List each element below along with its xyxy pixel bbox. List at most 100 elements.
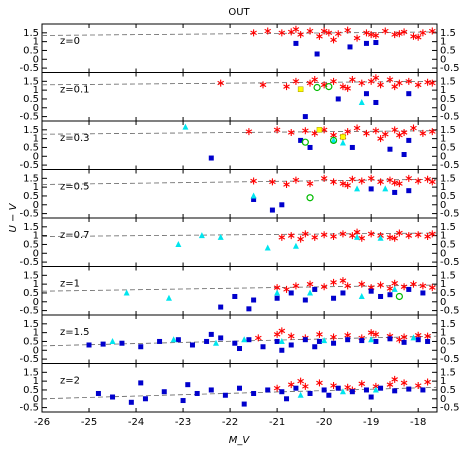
star-point <box>414 33 422 41</box>
star-point <box>283 285 290 293</box>
square-point <box>279 347 285 353</box>
square-point <box>208 387 214 393</box>
star-point <box>278 29 286 37</box>
triangle-point <box>358 292 365 299</box>
y-tick-label: -0.5 <box>19 160 39 171</box>
triangle-point <box>297 391 304 398</box>
star-point <box>273 384 281 392</box>
star-point <box>269 178 276 186</box>
star-point <box>428 79 436 87</box>
circle-point <box>395 292 403 301</box>
star-point <box>428 230 436 238</box>
square-point <box>387 336 393 342</box>
square-point <box>326 392 332 398</box>
square-point <box>316 127 323 133</box>
star-point <box>349 175 356 183</box>
star-point <box>377 81 384 89</box>
square-point <box>392 388 398 394</box>
y-tick-label: 1.5 <box>440 319 456 330</box>
square-point <box>363 40 369 46</box>
square-point <box>288 342 294 348</box>
star-point <box>344 282 351 290</box>
y-tick-label: 0.5 <box>440 336 456 347</box>
star-point <box>367 174 375 182</box>
square-point <box>194 390 200 396</box>
square-point <box>86 342 92 348</box>
square-point <box>95 390 101 396</box>
y-tick-label: 0 <box>440 200 446 211</box>
star-point <box>264 27 272 35</box>
fit-line <box>41 232 438 237</box>
star-point <box>400 128 408 136</box>
star-point <box>396 30 403 38</box>
y-tick-label: 1.5 <box>23 28 39 39</box>
star-point <box>419 29 427 37</box>
square-point <box>237 385 242 391</box>
star-point <box>320 231 328 239</box>
star-point <box>358 177 366 185</box>
square-point <box>406 386 412 392</box>
triangle-point <box>264 244 271 251</box>
y-tick-label: 1.5 <box>23 319 39 330</box>
y-tick-label: 0.5 <box>23 385 39 396</box>
square-point <box>331 295 337 301</box>
square-point <box>307 144 313 150</box>
triangle-point <box>382 185 389 192</box>
y-tick-label: 1.5 <box>440 270 456 281</box>
y-tick-label: 0 <box>440 54 446 65</box>
square-point <box>100 341 106 347</box>
square-point <box>349 144 355 150</box>
star-point <box>316 379 323 387</box>
square-point <box>314 51 320 57</box>
star-point <box>396 79 403 87</box>
star-point <box>377 281 384 289</box>
panel-label: z=1 <box>60 279 80 290</box>
y-tick-label: 0.5 <box>23 142 39 153</box>
star-point <box>414 177 422 185</box>
square-point <box>392 189 398 195</box>
square-point <box>368 288 374 294</box>
y-tick-label: -0.5 <box>440 403 460 414</box>
square-point <box>363 91 369 97</box>
square-point <box>297 86 304 93</box>
star-point <box>367 230 375 238</box>
y-tick-label: 0 <box>33 151 39 162</box>
star-point <box>292 176 300 184</box>
square-point <box>387 146 393 152</box>
triangle-point <box>292 242 299 249</box>
star-point <box>391 83 398 91</box>
square-point <box>232 293 238 299</box>
y-tick-label: -0.5 <box>440 112 460 123</box>
triangle-point <box>368 336 375 343</box>
triangle-point <box>278 337 285 344</box>
square-point <box>368 186 374 192</box>
star-point <box>320 283 328 291</box>
y-tick-label: 0.5 <box>23 45 39 56</box>
square-point <box>373 338 379 344</box>
star-point <box>283 83 290 91</box>
square-point <box>157 338 163 344</box>
triangle-point <box>330 136 337 143</box>
square-point <box>260 344 266 350</box>
y-tick-label: 0.5 <box>440 191 456 202</box>
star-point <box>330 233 337 241</box>
y-tick-label: -0.5 <box>440 354 460 365</box>
star-point <box>400 379 408 387</box>
square-point <box>293 40 299 46</box>
star-point <box>414 81 422 89</box>
triangle-point <box>165 294 172 301</box>
x-axis-label: M_V <box>229 435 251 446</box>
y-tick-label: 0.5 <box>23 191 39 202</box>
y-tick-label: 0.5 <box>440 239 456 250</box>
y-tick-label: 1.5 <box>23 367 39 378</box>
y-tick-label: 0 <box>33 248 39 259</box>
triangle-point <box>339 388 346 395</box>
square-point <box>321 387 327 393</box>
star-point <box>358 380 366 388</box>
square-point <box>347 44 353 50</box>
y-tick-label: 0 <box>33 103 39 114</box>
star-point <box>396 131 403 139</box>
x-tick-label: -18 <box>410 417 426 428</box>
circle-point <box>325 83 333 91</box>
